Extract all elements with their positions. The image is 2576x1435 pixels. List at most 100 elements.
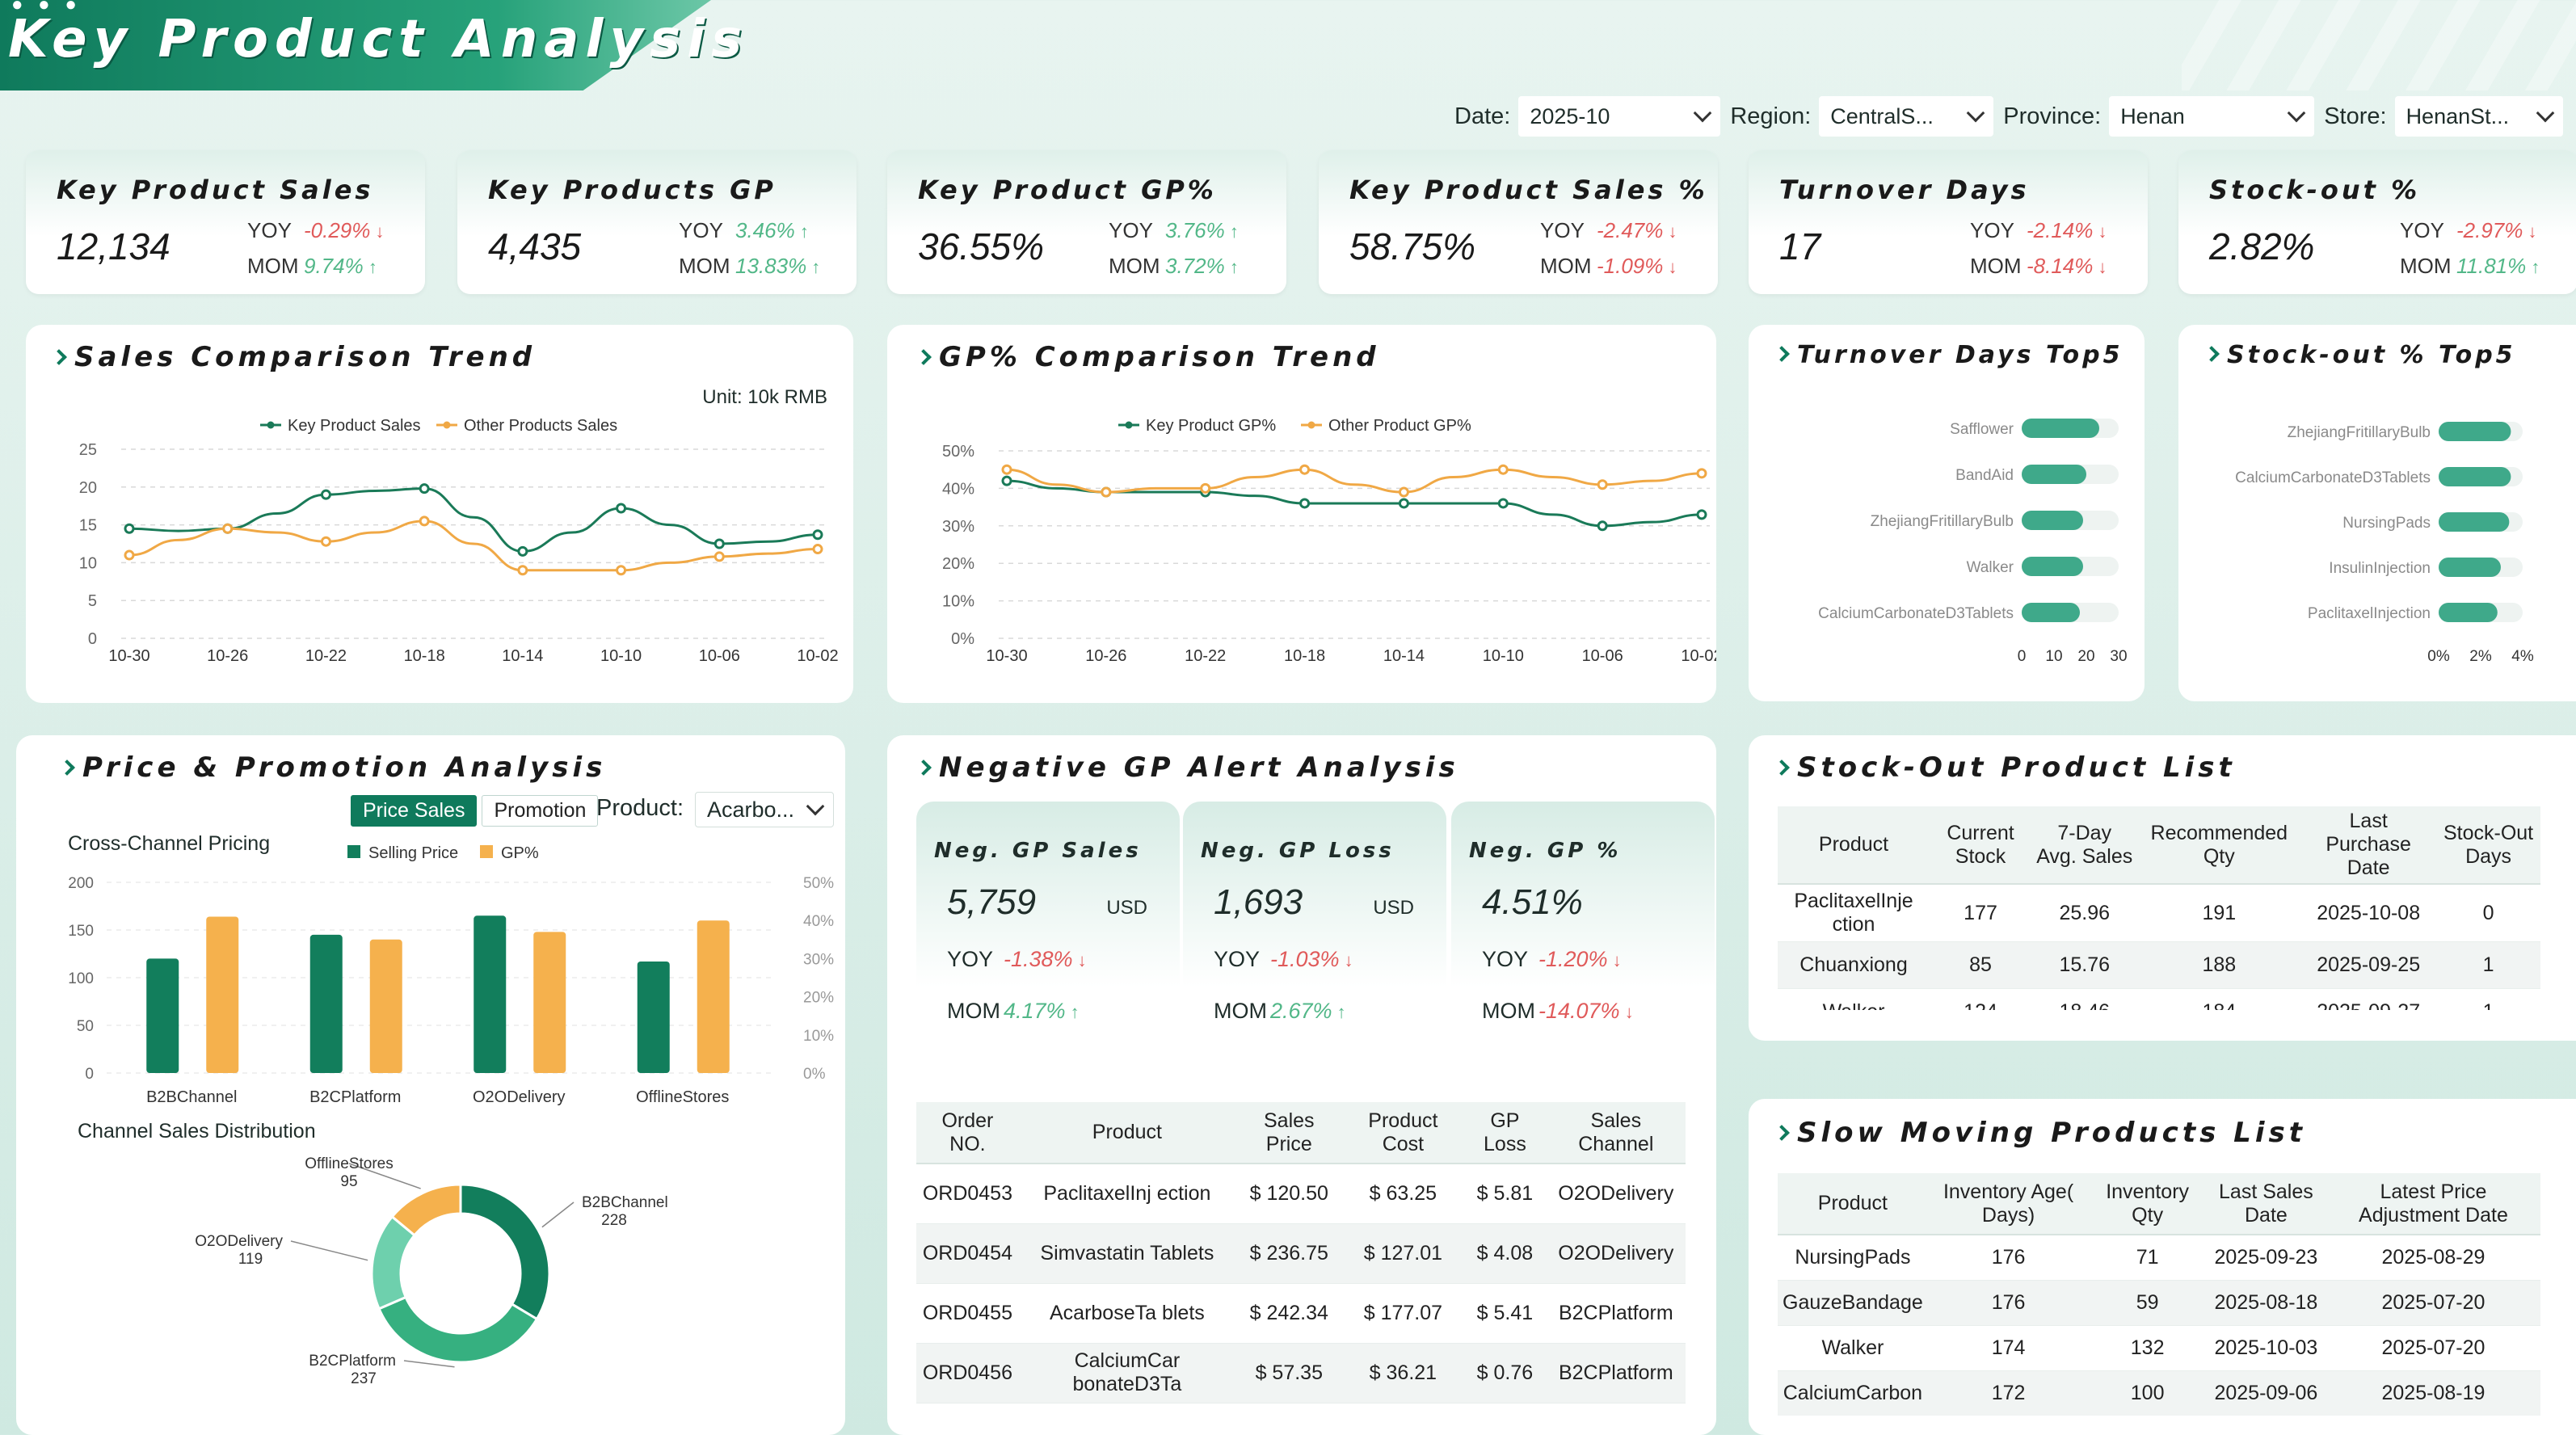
table-row[interactable]: PaclitaxelInje ction 177 25.96 191 2025-10-0… bbox=[1778, 884, 2540, 942]
slice-value: 119 bbox=[238, 1251, 263, 1268]
province-select[interactable]: Henan bbox=[2109, 96, 2315, 137]
x-tick-label: 10-26 bbox=[1085, 647, 1126, 665]
table-row[interactable]: ORD0456 CalciumCar bonateD3Ta $ 57.35 $ 36.… bbox=[916, 1343, 1686, 1403]
kpi-yoy-row: YOY -2.47% ↓ bbox=[1540, 213, 1677, 249]
y2-tick-label: 0% bbox=[803, 1066, 826, 1083]
table-row[interactable]: ORD0453 PaclitaxelInj ection $ 120.50 $ 63.… bbox=[916, 1164, 1686, 1224]
kpi-value: 2.82% bbox=[2209, 225, 2315, 267]
x-tick-label: 10-10 bbox=[1483, 647, 1524, 665]
turnover-top5-title: Turnover Days Top5 bbox=[1774, 341, 2124, 369]
data-point bbox=[517, 545, 528, 557]
neg-gp-yoy-row: YOY -1.20% ↓ bbox=[1482, 947, 1622, 972]
legend-swatch bbox=[480, 845, 493, 858]
table-row[interactable]: ORD0454 Simvastatin Tablets $ 236.75 $ 127.… bbox=[916, 1223, 1686, 1284]
table-header-cell: Product bbox=[1778, 1173, 1928, 1235]
kpi-yoy-value: 3.76% bbox=[1165, 218, 1225, 242]
data-point bbox=[1597, 479, 1608, 490]
kpi-title: Key Product Sales % bbox=[1349, 175, 1708, 205]
table-row[interactable]: Chuanxiong 85 15.76 188 2025-09-25 1 bbox=[1778, 941, 2540, 989]
table-row[interactable]: GauzeBandage 176 59 2025-08-18 2025-07-20 bbox=[1778, 1280, 2540, 1326]
leader-line bbox=[541, 1201, 575, 1228]
kpi-comparisons: YOY -2.97% ↓ MOM 11.81% ↑ bbox=[2400, 213, 2540, 284]
bar bbox=[309, 934, 343, 1073]
date-select[interactable]: 2025-10 bbox=[1518, 96, 1721, 137]
table-cell: 2025-07-20 bbox=[2326, 1280, 2540, 1326]
table-cell: 188 bbox=[2137, 941, 2301, 989]
filter-province: Province: Henan bbox=[2003, 96, 2315, 137]
kpi-card: Key Product Sales 12,134 YOY -0.29% ↓ MOM 9.7… bbox=[26, 150, 425, 294]
kpi-yoy-row: YOY 3.76% ↑ bbox=[1109, 213, 1239, 249]
arrow-up-icon: ↑ bbox=[363, 257, 377, 277]
filter-region: Region: CentralS... bbox=[1730, 96, 1994, 137]
kpi-comparisons: YOY -0.29% ↓ MOM 9.74% ↑ bbox=[247, 213, 385, 284]
region-select[interactable]: CentralS... bbox=[1819, 96, 1994, 137]
arrow-down-icon: ↓ bbox=[1663, 221, 1677, 242]
arrow-down-icon: ↓ bbox=[370, 221, 385, 242]
table-cell: 71 bbox=[2089, 1235, 2206, 1281]
table-cell: Chuanxiong bbox=[1778, 941, 1930, 989]
table-cell: $ 5.41 bbox=[1463, 1283, 1547, 1344]
slice-value: 95 bbox=[340, 1173, 357, 1190]
y-tick-label: 0 bbox=[85, 1066, 94, 1083]
kpi-mom-row: MOM -1.09% ↓ bbox=[1540, 249, 1677, 284]
table-row[interactable]: Walker 174 132 2025-10-03 2025-07-20 bbox=[1778, 1325, 2540, 1371]
x-tick-label: 20 bbox=[2077, 648, 2094, 665]
table-cell: $ 57.35 bbox=[1235, 1343, 1343, 1403]
data-point bbox=[616, 503, 627, 514]
tab-promotion[interactable]: Promotion bbox=[482, 795, 599, 827]
table-cell: O2ODelivery bbox=[1546, 1223, 1686, 1284]
kpi-yoy-value: -0.29% bbox=[304, 218, 371, 242]
neg-gp-yoy-value: -1.20% bbox=[1538, 947, 1608, 971]
bar bbox=[2439, 422, 2511, 441]
table-row[interactable]: NursingPads 176 71 2025-09-23 2025-08-29 bbox=[1778, 1235, 2540, 1281]
data-point bbox=[812, 544, 823, 555]
kpi-title: Key Product Sales bbox=[57, 175, 374, 205]
kpi-yoy-label: YOY bbox=[1109, 218, 1153, 242]
data-point bbox=[1299, 498, 1311, 509]
distribution-chart-title: Channel Sales Distribution bbox=[78, 1120, 316, 1143]
neg-gp-mom-row: MOM 2.67% ↑ bbox=[1214, 999, 1346, 1024]
chevron-down-icon bbox=[1966, 103, 1985, 123]
tab-price-sales[interactable]: Price Sales bbox=[351, 795, 478, 827]
kpi-comparisons: YOY 3.46% ↑ MOM 13.83% ↑ bbox=[679, 213, 820, 284]
bar-label: CalciumCarbonateD3Tablets bbox=[2235, 469, 2431, 486]
table-header-row: Product Inventory Age( Days) Inventory Qty… bbox=[1778, 1173, 2540, 1235]
x-tick-label: 10-02 bbox=[1681, 647, 1716, 665]
kpi-value: 4,435 bbox=[488, 225, 582, 267]
table-cell: NursingPads bbox=[1778, 1235, 1928, 1281]
arrow-up-icon: ↑ bbox=[1065, 1002, 1080, 1022]
slow-moving-table-wrap: Product Inventory Age( Days) Inventory Qty… bbox=[1778, 1173, 2540, 1416]
x-tick-label: O2ODelivery bbox=[473, 1088, 565, 1106]
bar bbox=[2439, 603, 2498, 622]
slow-moving-table: Product Inventory Age( Days) Inventory Qty… bbox=[1778, 1173, 2540, 1416]
data-point bbox=[517, 565, 528, 576]
neg-gp-mom-label: MOM bbox=[947, 999, 1000, 1023]
product-select[interactable]: Acarbo... bbox=[695, 792, 834, 827]
data-point bbox=[419, 483, 430, 494]
legend-label: Other Product GP% bbox=[1328, 417, 1471, 435]
data-point bbox=[1200, 482, 1211, 494]
table-cell: ORD0454 bbox=[916, 1223, 1019, 1284]
sales-trend-title-text: Sales Comparison Trend bbox=[74, 341, 537, 373]
data-point bbox=[1696, 509, 1707, 520]
table-cell: $ 242.34 bbox=[1235, 1283, 1343, 1344]
y-tick-label: 40% bbox=[942, 480, 974, 498]
x-tick-label: OfflineStores bbox=[636, 1088, 729, 1106]
kpi-card: Key Products GP 4,435 YOY 3.46% ↑ MOM 13.83% … bbox=[457, 150, 857, 294]
table-row[interactable]: CalciumCarbon 172 100 2025-09-06 2025-08-19 bbox=[1778, 1370, 2540, 1416]
kpi-card: Stock-out % 2.82% YOY -2.97% ↓ MOM 11.81% ↑ bbox=[2178, 150, 2576, 294]
kpi-mom-row: MOM -8.14% ↓ bbox=[1970, 249, 2107, 284]
table-cell: $ 0.76 bbox=[1463, 1343, 1547, 1403]
table-row[interactable]: ORD0455 AcarboseTa blets $ 242.34 $ 177.07 $… bbox=[916, 1283, 1686, 1344]
stockout-top5-card: Stock-out % Top5 ZhejiangFritillaryBulb C… bbox=[2178, 325, 2576, 701]
table-cell: PaclitaxelInj ection bbox=[1018, 1164, 1235, 1224]
table-row[interactable]: Walker12418.461842025-09-271 bbox=[1778, 988, 2540, 1010]
neg-gp-yoy-label: YOY bbox=[1482, 947, 1529, 971]
product-select-value: Acarbo... bbox=[707, 797, 795, 822]
store-select[interactable]: HenanSt... bbox=[2394, 96, 2563, 137]
bar bbox=[697, 920, 730, 1073]
bar bbox=[2439, 467, 2511, 486]
table-cell: 0 bbox=[2436, 884, 2540, 942]
stockout-list-card: Stock-Out Product List Product Current St… bbox=[1749, 735, 2576, 1041]
table-cell: 100 bbox=[2089, 1370, 2206, 1416]
